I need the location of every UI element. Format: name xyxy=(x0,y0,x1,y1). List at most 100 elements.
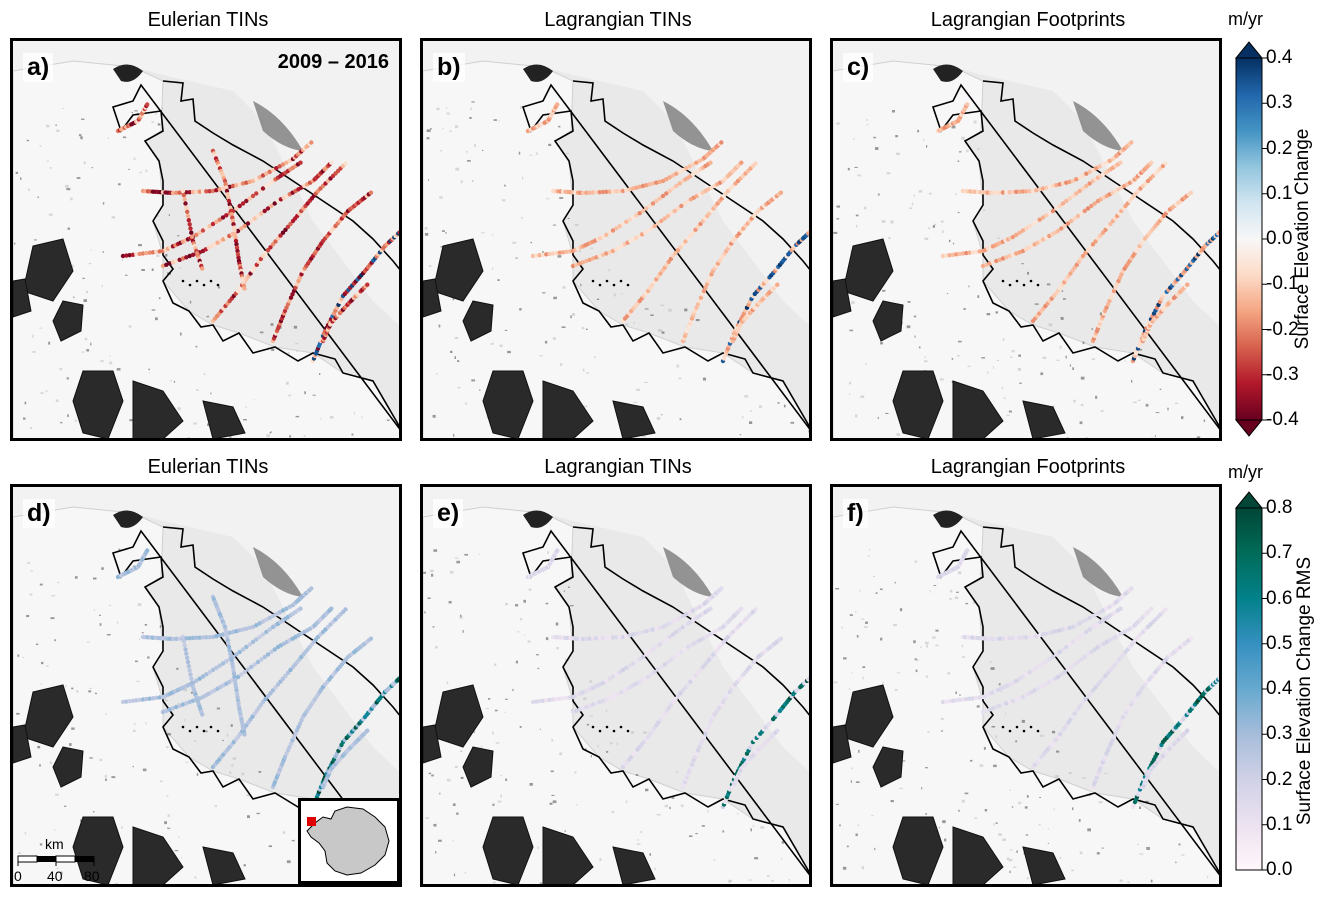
colorbar-change-gradient xyxy=(1235,57,1263,421)
colorbar-change-tick: 0.0 xyxy=(1266,228,1293,249)
elevation-track-points xyxy=(115,548,399,810)
island-3 xyxy=(542,826,594,884)
ice-front-shadow xyxy=(663,547,713,597)
colorbar-change-tick: 0.4 xyxy=(1266,47,1293,68)
scale-bar-graphic xyxy=(17,855,95,866)
colorbar-rms-tick: 0.7 xyxy=(1266,542,1293,564)
island-4 xyxy=(202,846,246,884)
colorbar-rms-tick: 0.8 xyxy=(1266,497,1293,518)
island-5 xyxy=(13,278,32,318)
island-5 xyxy=(423,278,442,318)
antarctica-shape xyxy=(306,806,390,876)
colorbar-change-tick: 0.3 xyxy=(1266,92,1293,114)
colorbar-rms-max-extend xyxy=(1234,491,1264,509)
dark-rock-outcrop xyxy=(933,64,963,82)
dark-rock-outcrop xyxy=(113,510,143,528)
island-4 xyxy=(1022,846,1066,884)
colorbar-change-tick: -0.1 xyxy=(1266,273,1299,295)
island-1 xyxy=(462,746,494,788)
island-1 xyxy=(52,300,84,342)
panel-title-d: Eulerian TINs xyxy=(147,456,269,478)
island-2 xyxy=(482,370,534,438)
map-panel-e: e) xyxy=(420,484,812,887)
panel-title-a: Eulerian TINs xyxy=(147,9,269,31)
panel-title-c: Lagrangian Footprints xyxy=(930,9,1126,31)
island-4 xyxy=(612,846,656,884)
island-5 xyxy=(833,724,852,764)
colorbar-change-tick: 0.1 xyxy=(1266,182,1293,204)
panel-title-e: Lagrangian TINs xyxy=(544,456,692,478)
elevation-track-points xyxy=(525,102,809,364)
island-5 xyxy=(423,724,442,764)
island-5 xyxy=(13,724,32,764)
elevation-track-points xyxy=(525,548,809,810)
ice-shelf-area xyxy=(423,487,809,772)
panel-letter-c: c) xyxy=(843,53,874,82)
panel-letter-b: b) xyxy=(433,53,465,82)
antarctica-inset-svg xyxy=(306,806,390,876)
ice-front-shadow xyxy=(253,101,303,151)
study-area-marker xyxy=(307,817,316,826)
scale-bar-tick-80: 80 xyxy=(84,868,100,884)
colorbar-rms-tick: 0.6 xyxy=(1266,587,1293,609)
colorbar-rms-tick: 0.0 xyxy=(1266,859,1293,880)
map-svg-c xyxy=(833,41,1219,438)
island-1 xyxy=(462,300,494,342)
island-5 xyxy=(833,278,852,318)
grounding-line xyxy=(521,526,809,876)
island-3 xyxy=(952,826,1004,884)
map-panel-b: b) xyxy=(420,38,812,441)
map-panel-f: f) xyxy=(830,484,1222,887)
map-svg-e xyxy=(423,487,809,884)
panel-letter-f: f) xyxy=(843,499,868,528)
colorbar-rms xyxy=(1234,491,1267,871)
island-2 xyxy=(482,816,534,884)
scale-bar: km 0 40 80 xyxy=(12,836,122,888)
ice-front-shadow xyxy=(1073,547,1123,597)
period-label: 2009 – 2016 xyxy=(277,51,389,73)
colorbar-change-tick: 0.2 xyxy=(1266,137,1293,159)
grounding-line xyxy=(931,526,1219,876)
colorbar-rms-label: Surface Elevation Change RMS xyxy=(1294,556,1315,826)
island-2 xyxy=(72,370,124,438)
panel-letter-a: a) xyxy=(23,53,54,82)
island-4 xyxy=(1022,400,1066,438)
panel-letter-e: e) xyxy=(433,499,464,528)
map-svg-f xyxy=(833,487,1219,884)
island-2 xyxy=(72,816,124,884)
island-4 xyxy=(612,400,656,438)
panel-title-b: Lagrangian TINs xyxy=(544,9,692,31)
grounding-line xyxy=(521,80,809,430)
island-3 xyxy=(542,380,594,438)
ice-front-shadow xyxy=(1073,101,1123,151)
ice-front-shadow xyxy=(253,547,303,597)
island-2 xyxy=(892,370,944,438)
scale-bar-unit: km xyxy=(45,836,64,852)
colorbar-rms-tick: 0.5 xyxy=(1266,632,1293,654)
colorbar-change-max-extend xyxy=(1234,41,1264,59)
island-3 xyxy=(952,380,1004,438)
dark-rock-outcrop xyxy=(523,510,553,528)
colorbar-change-unit: m/yr xyxy=(1228,9,1263,29)
ice-shelf-area xyxy=(833,41,1219,326)
ice-shelf-area xyxy=(833,487,1219,772)
ice-front-shadow xyxy=(663,101,713,151)
colorbar-rms-tick: 0.2 xyxy=(1266,768,1293,790)
colorbar-rms-tick: 0.4 xyxy=(1266,678,1293,699)
island-4 xyxy=(202,400,246,438)
island-1 xyxy=(872,746,904,788)
colorbar-change-tick: -0.3 xyxy=(1266,363,1299,385)
island-2 xyxy=(892,816,944,884)
island-1 xyxy=(872,300,904,342)
antarctica-inset-map xyxy=(298,798,400,884)
ice-shelf-area xyxy=(423,41,809,326)
colorbar-rms-unit: m/yr xyxy=(1228,462,1263,482)
grounding-line xyxy=(931,80,1219,430)
island-3 xyxy=(132,380,184,438)
dark-rock-outcrop xyxy=(933,510,963,528)
map-panel-c: c) xyxy=(830,38,1222,441)
colorbar-change-label: Surface Elevation Change xyxy=(1292,128,1313,350)
elevation-track-points xyxy=(935,548,1219,810)
map-svg-b xyxy=(423,41,809,438)
dark-rock-outcrop xyxy=(523,64,553,82)
